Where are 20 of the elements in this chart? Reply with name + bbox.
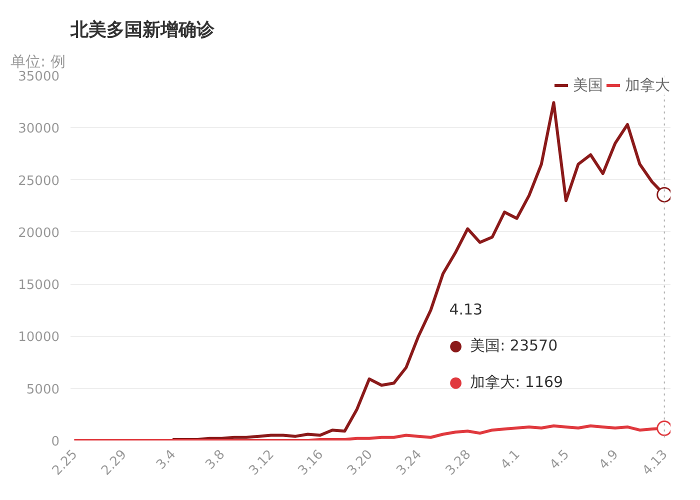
x-tick-label: 3.4 xyxy=(154,447,180,473)
x-tick-label: 4.9 xyxy=(596,447,622,473)
y-tick-label: 5000 xyxy=(26,382,60,398)
annotation: ● 美国: 23570 xyxy=(449,336,558,355)
y-tick-label: 15000 xyxy=(18,278,60,294)
x-tick-label: 3.8 xyxy=(203,447,228,473)
chart-title: 北美多国新增确诊 xyxy=(70,20,216,40)
annotation: ● 加拿大: 1169 xyxy=(449,373,564,392)
legend-label: 加拿大 xyxy=(625,76,670,94)
y-tick-label: 25000 xyxy=(18,174,60,189)
y-tick-label: 35000 xyxy=(18,70,60,84)
x-tick-label: 4.5 xyxy=(547,447,572,473)
y-axis-title: 单位: 例 xyxy=(10,52,66,70)
y-tick-label: 10000 xyxy=(18,330,60,346)
x-tick-label: 4.1 xyxy=(498,447,524,473)
legend-label: 美国 xyxy=(573,76,603,94)
y-tick-label: 20000 xyxy=(18,226,60,241)
annotation: 4.13 xyxy=(449,300,483,319)
y-tick-label: 30000 xyxy=(18,122,60,137)
y-tick-label: 0 xyxy=(51,434,60,450)
